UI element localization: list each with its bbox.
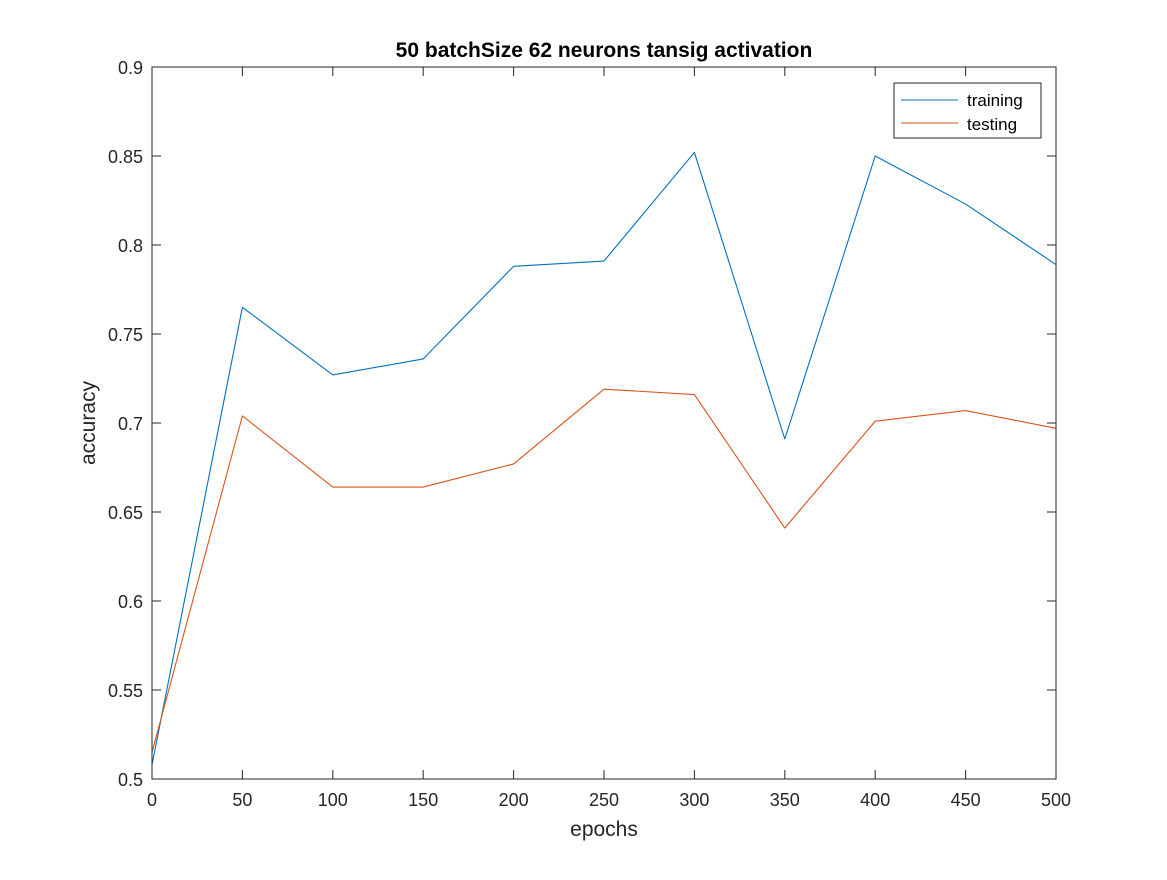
x-tick-label: 100 [318,790,348,810]
y-axis-label: accuracy [77,380,100,465]
y-tick-label: 0.7 [118,414,143,434]
x-tick-label: 350 [770,790,800,810]
y-tick-label: 0.65 [108,503,143,523]
y-tick-label: 0.5 [118,770,143,790]
chart-title: 50 batchSize 62 neurons tansig activatio… [396,39,813,62]
legend: training testing [894,83,1041,138]
x-axis-label: epochs [570,818,638,841]
x-tick-label: 450 [951,790,981,810]
y-tick-label: 0.75 [108,325,143,345]
y-tick-label: 0.9 [118,58,143,78]
x-tick-label: 250 [589,790,619,810]
x-tick-label: 400 [860,790,890,810]
y-tick-label: 0.8 [118,236,143,256]
legend-label-training: training [967,91,1023,110]
x-tick-label: 150 [408,790,438,810]
legend-label-testing: testing [967,115,1017,134]
plot-area [152,67,1056,779]
x-tick-label: 200 [499,790,529,810]
x-tick-label: 50 [232,790,252,810]
x-tick-label: 300 [679,790,709,810]
y-tick-label: 0.85 [108,147,143,167]
plot-background [152,67,1056,779]
y-tick-label: 0.6 [118,592,143,612]
x-tick-label: 0 [147,790,157,810]
y-tick-label: 0.55 [108,681,143,701]
x-tick-label: 500 [1041,790,1071,810]
